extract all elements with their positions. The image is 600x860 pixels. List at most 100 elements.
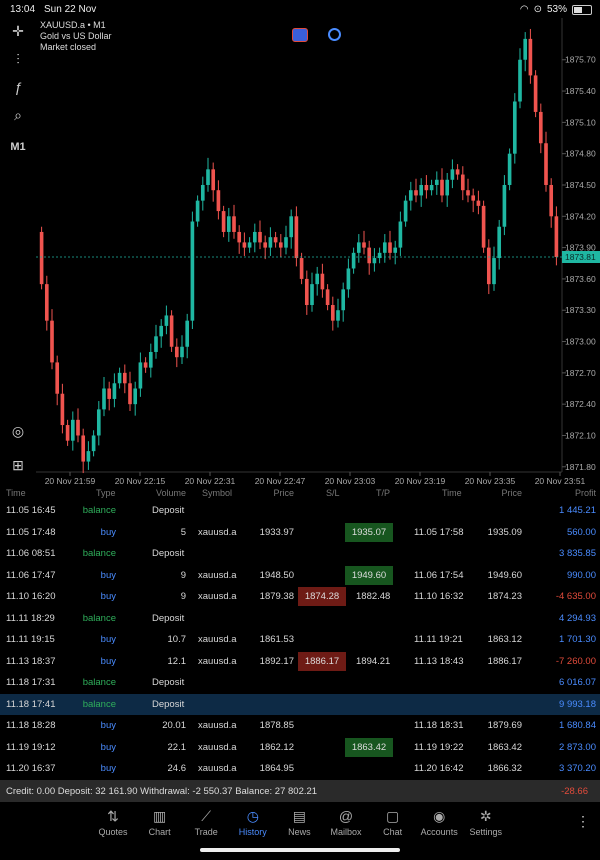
candle-body bbox=[356, 242, 361, 253]
candle-body bbox=[263, 242, 268, 248]
nav-accounts[interactable]: ◉ Accounts bbox=[416, 807, 462, 837]
nav-chat[interactable]: ▢ Chat bbox=[370, 807, 416, 837]
candle-body bbox=[434, 179, 439, 185]
nav-trade[interactable]: ⟋ Trade bbox=[183, 807, 229, 837]
candle-body bbox=[403, 200, 408, 222]
nav-settings[interactable]: ✲ Settings bbox=[463, 807, 509, 837]
table-row[interactable]: 11.19 19:12 buy 22.1 xauusd.a 1862.12 11.19 1… bbox=[0, 737, 600, 758]
chart-symbol: XAUUSD.a • M1 bbox=[40, 20, 106, 30]
table-row[interactable]: 11.20 16:37 buy 24.6 xauusd.a 1864.95 11.20 1… bbox=[0, 758, 600, 779]
table-row[interactable]: 11.13 18:37 buy 12.1 xauusd.a 1892.17 11.13 1… bbox=[0, 651, 600, 672]
cell-profit: 1 701.30 bbox=[559, 634, 596, 645]
table-row[interactable]: 11.06 17:47 buy 9 xauusd.a 1948.50 11.06 17:5… bbox=[0, 565, 600, 586]
table-row[interactable]: 11.18 17:41 balance Deposit 9 993.18 bbox=[0, 693, 600, 715]
y-tick-label: 1871.80 bbox=[565, 462, 596, 472]
cell-time: 11.20 16:37 bbox=[6, 763, 56, 774]
summary-text: Credit: 0.00 Deposit: 32 161.90 Withdraw… bbox=[6, 786, 318, 797]
candle-body bbox=[471, 195, 476, 201]
candle-body bbox=[299, 258, 304, 279]
cell-close-time: 11.13 18:43 bbox=[414, 655, 464, 667]
y-tick-label: 1874.20 bbox=[565, 211, 596, 221]
candle-body bbox=[221, 211, 226, 232]
chart-type-icon[interactable]: ⫶ bbox=[16, 51, 20, 67]
cell-profit: 3 835.85 bbox=[559, 548, 596, 559]
cell-profit: 4 294.93 bbox=[559, 612, 596, 624]
cell-type: buy bbox=[100, 634, 116, 645]
more-icon[interactable]: ⋮ bbox=[576, 813, 590, 829]
indicators-icon[interactable]: ƒ bbox=[14, 79, 22, 95]
table-row[interactable]: 11.06 08:51 balance Deposit 3 835.85 bbox=[0, 543, 600, 564]
cell-symbol: xauusd.a bbox=[198, 741, 237, 753]
candle-body bbox=[476, 200, 481, 206]
candle-body bbox=[180, 346, 184, 358]
candle-body bbox=[481, 205, 486, 248]
objects-icon[interactable]: ⌕ bbox=[14, 107, 22, 123]
nav-label: Chart bbox=[148, 827, 171, 837]
quotes-icon: ⇅ bbox=[107, 808, 119, 824]
cell-symbol: xauusd.a bbox=[198, 634, 237, 645]
crosshair-icon[interactable]: ✛ bbox=[12, 23, 24, 39]
cell-tp: 1894.21 bbox=[356, 655, 391, 667]
nav-news[interactable]: ▤ News bbox=[276, 807, 322, 837]
nav-label: News bbox=[288, 827, 311, 837]
cell-profit: 1 680.84 bbox=[559, 720, 596, 731]
x-tick-label: 20 Nov 23:03 bbox=[325, 476, 376, 484]
nav-chart[interactable]: ▥ Chart bbox=[137, 807, 183, 837]
candle-body bbox=[107, 388, 112, 399]
candle-body bbox=[143, 362, 148, 368]
table-row[interactable]: 11.11 18:29 balance Deposit 4 294.93 bbox=[0, 608, 600, 629]
candle-body bbox=[554, 216, 559, 258]
cell-type: buy bbox=[100, 526, 116, 538]
cell-price: 1861.53 bbox=[259, 634, 294, 645]
candle-body bbox=[278, 242, 283, 248]
cell-time: 11.06 17:47 bbox=[6, 569, 56, 581]
nav-mailbox[interactable]: @ Mailbox bbox=[323, 807, 369, 837]
cell-time: 11.18 17:41 bbox=[6, 698, 56, 710]
cell-type: balance bbox=[82, 505, 116, 516]
candle-body bbox=[242, 242, 247, 248]
table-row[interactable]: 11.18 18:28 buy 20.01 xauusd.a 1878.85 11.18 … bbox=[0, 715, 600, 736]
table-row[interactable]: 11.10 16:20 buy 9 xauusd.a 1879.38 11.10 16:3… bbox=[0, 586, 600, 607]
cell-price: 1892.17 bbox=[259, 655, 294, 667]
one-click-trading-icon[interactable] bbox=[292, 28, 308, 42]
cell-volume: 9 bbox=[180, 591, 186, 602]
cell-tp: 1882.48 bbox=[356, 591, 391, 602]
candle-body bbox=[466, 190, 470, 196]
candle-body bbox=[512, 101, 517, 154]
nav-history[interactable]: ◷ History bbox=[230, 807, 276, 837]
nav-label: Quotes bbox=[98, 827, 128, 837]
table-row[interactable]: 11.18 17:31 balance Deposit 6 016.07 bbox=[0, 672, 600, 693]
candle-body bbox=[346, 268, 351, 290]
candle-body bbox=[341, 289, 346, 311]
table-row[interactable]: 11.05 17:48 buy 5 xauusd.a 1933.97 11.05 17:5… bbox=[0, 522, 600, 543]
cell-price: 1862.12 bbox=[259, 741, 294, 753]
cell-type: balance bbox=[82, 612, 116, 624]
candle-body bbox=[492, 258, 496, 285]
cell-volume: 12.1 bbox=[167, 655, 187, 667]
header-close-price: Price bbox=[501, 488, 522, 498]
candle-body bbox=[232, 216, 236, 232]
cell-close-price: 1863.42 bbox=[487, 741, 522, 753]
cell-close-time: 11.10 16:32 bbox=[414, 591, 464, 602]
add-icon[interactable]: ⊞ bbox=[12, 457, 24, 473]
price-chart[interactable]: 1875.70 1875.40 1875.10 1874.80 1874.50 1874.… bbox=[36, 18, 600, 484]
candle-body bbox=[414, 190, 418, 196]
trend-icon[interactable]: ◎ bbox=[11, 423, 25, 439]
candle-body bbox=[112, 383, 117, 399]
table-row[interactable]: 11.11 19:15 buy 10.7 xauusd.a 1861.53 11.11 1… bbox=[0, 629, 600, 650]
timeframe-button[interactable]: M1 bbox=[10, 141, 26, 153]
nav-label: Trade bbox=[194, 827, 218, 837]
signal-icon[interactable] bbox=[328, 28, 341, 41]
candle-body bbox=[174, 346, 179, 358]
battery-percent: 53% bbox=[546, 4, 567, 15]
current-price-label: 1873.81 bbox=[565, 252, 596, 262]
cell-volume: 5 bbox=[180, 526, 186, 538]
mailbox-icon: @ bbox=[338, 808, 354, 824]
table-row[interactable]: 11.05 16:45 balance Deposit 1 445.21 bbox=[0, 500, 600, 521]
y-tick-label: 1873.30 bbox=[565, 305, 596, 315]
nav-quotes[interactable]: ⇅ Quotes bbox=[90, 807, 136, 837]
candle-body bbox=[325, 289, 330, 306]
chat-icon: ▢ bbox=[385, 808, 400, 824]
cell-close-time: 11.11 19:21 bbox=[414, 634, 463, 645]
news-icon: ▤ bbox=[292, 808, 306, 824]
